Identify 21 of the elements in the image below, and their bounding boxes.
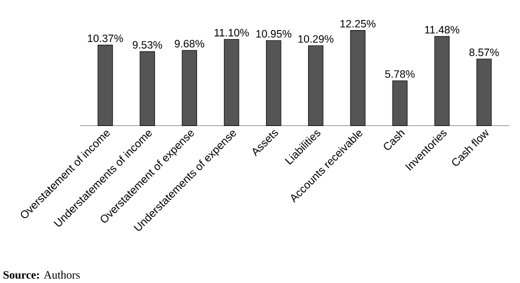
- data-label: 10.95%: [256, 30, 292, 38]
- data-label: 11.48%: [425, 26, 460, 34]
- data-label: 10.37%: [88, 34, 123, 42]
- bar: [350, 30, 366, 126]
- bar: [182, 50, 198, 126]
- bar: [224, 39, 240, 126]
- bar: [140, 51, 155, 126]
- data-label: 10.29%: [298, 35, 334, 43]
- bar: [434, 36, 450, 126]
- text: Source: Authors: [4, 270, 80, 279]
- bar: [476, 58, 492, 126]
- data-label: 12.25%: [340, 20, 376, 28]
- data-label: 11.10%: [214, 28, 249, 36]
- bar: [392, 80, 408, 126]
- bar: [266, 40, 282, 126]
- data-label: 5.78%: [385, 70, 415, 78]
- bar: [98, 44, 113, 126]
- data-label: 9.53%: [132, 41, 162, 49]
- data-label: 9.68%: [174, 40, 204, 48]
- bar: [308, 45, 324, 126]
- data-label: 8.57%: [469, 48, 499, 56]
